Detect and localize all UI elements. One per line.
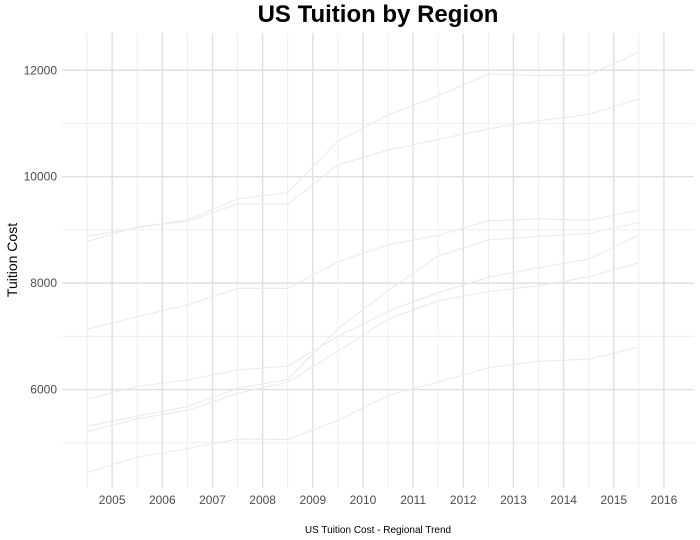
x-tick-label: 2007 [199, 493, 226, 507]
x-tick-label: 2005 [99, 493, 126, 507]
minor-gridlines [62, 33, 694, 488]
x-tick-label: 2009 [299, 493, 326, 507]
x-axis-caption: US Tuition Cost - Regional Trend [305, 525, 451, 536]
series-line-6 [86, 262, 639, 433]
x-tick-label: 2011 [400, 493, 426, 507]
x-tick-label: 2012 [450, 493, 477, 507]
x-tick-label: 2006 [149, 493, 176, 507]
major-gridlines [62, 33, 694, 488]
y-axis-ticks: 6000 8000 10000 12000 [24, 63, 58, 396]
series-lines [86, 51, 640, 474]
y-axis-label: Tuition Cost [4, 223, 20, 297]
series-line-4 [86, 234, 640, 400]
chart-title: US Tuition by Region [258, 1, 499, 28]
x-tick-label: 2014 [550, 493, 577, 507]
series-line-1 [86, 51, 640, 237]
x-axis-ticks: 2005 2006 2007 2008 2009 2010 2011 2012 2013 2014… [99, 493, 678, 507]
y-tick-label: 8000 [30, 276, 57, 290]
x-tick-label: 2015 [600, 493, 627, 507]
x-tick-label: 2016 [651, 493, 678, 507]
x-tick-label: 2013 [500, 493, 527, 507]
y-tick-label: 12000 [24, 63, 58, 77]
x-tick-label: 2010 [350, 493, 377, 507]
x-tick-label: 2008 [249, 493, 276, 507]
series-line-7 [86, 346, 639, 474]
series-line-2 [86, 98, 639, 243]
series-line-5 [86, 221, 639, 427]
y-tick-label: 10000 [24, 170, 58, 184]
y-tick-label: 6000 [30, 383, 57, 397]
series-line-3 [86, 209, 639, 330]
